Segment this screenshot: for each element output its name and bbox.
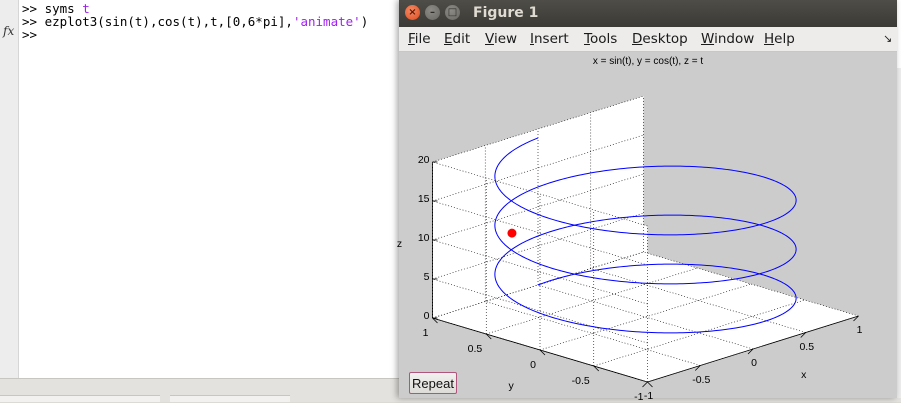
x-tick-label: 0.5 — [799, 340, 815, 353]
menu-tools[interactable]: Tools — [584, 31, 617, 47]
z-tick-label: 15 — [417, 193, 430, 205]
menu-bar: File Edit View Insert Tools Desktop Wind… — [399, 27, 897, 52]
x-tick-mark — [800, 332, 807, 338]
x-tick-label: 0 — [751, 357, 757, 369]
y-tick-label: 0.5 — [467, 343, 483, 355]
z-tick-label: 5 — [423, 271, 430, 283]
grid-line — [537, 284, 754, 350]
menu-window[interactable]: Window — [701, 31, 754, 47]
menu-edit[interactable]: Edit — [444, 31, 470, 47]
grid-line — [432, 95, 644, 163]
menu-file[interactable]: File — [408, 31, 431, 47]
grid-line — [486, 267, 698, 335]
y-tick-label: -1 — [634, 391, 644, 403]
title-bar[interactable]: × – □ Figure 1 — [399, 0, 897, 27]
menu-help[interactable]: Help — [764, 31, 795, 47]
plot-title: x = sin(t), y = cos(t), z = t — [592, 56, 704, 67]
menu-desktop[interactable]: Desktop — [632, 31, 688, 47]
command-keyword: t — [82, 1, 90, 16]
command-prompt: >> — [22, 14, 38, 29]
window-title: Figure 1 — [473, 5, 539, 21]
y-tick-mark — [485, 333, 492, 340]
menu-window-label: Window — [701, 31, 755, 47]
command-line: >> syms t — [22, 2, 90, 15]
repeat-button[interactable]: Repeat — [409, 372, 457, 394]
x-tick-mark — [642, 381, 648, 388]
x-tick-label: -0.5 — [692, 373, 711, 386]
z-tick-label: 10 — [417, 232, 430, 244]
y-tick-mark — [539, 349, 546, 356]
command-gutter: fx — [0, 0, 19, 378]
x-axis-label: x — [801, 369, 807, 382]
menu-tools-label: Tools — [584, 31, 618, 47]
minimize-button[interactable]: – — [425, 5, 440, 20]
grid-line — [590, 268, 806, 333]
fx-icon[interactable]: fx — [3, 24, 15, 38]
z-tick-label: 20 — [417, 154, 430, 166]
menu-desktop-label: Desktop — [632, 31, 688, 47]
command-prompt: >> — [22, 27, 38, 42]
y-tick-label: -0.5 — [571, 375, 590, 387]
x-tick-mark — [694, 365, 701, 371]
animation-marker — [507, 228, 517, 238]
menu-edit-label: Edit — [444, 31, 471, 47]
plot-canvas[interactable]: x = sin(t), y = cos(t), z = t Repeat -1-… — [397, 52, 897, 403]
y-tick-label: 1 — [422, 327, 429, 339]
grid-line — [593, 299, 805, 367]
menu-insert[interactable]: Insert — [530, 31, 569, 47]
y-tick-label: 0 — [530, 359, 536, 371]
menu-view-label: View — [485, 31, 518, 47]
close-button[interactable]: × — [405, 5, 420, 20]
grid-line — [432, 239, 648, 305]
grid-line — [432, 173, 644, 241]
z-axis-label: z — [396, 238, 403, 250]
x-tick-mark — [747, 348, 754, 355]
plot-3d[interactable] — [399, 52, 897, 398]
y-tick-mark — [647, 381, 653, 388]
maximize-button[interactable]: □ — [445, 5, 460, 20]
figure-window[interactable]: × – □ Figure 1 File Edit View Insert Too… — [397, 0, 897, 403]
dock-arrow-icon[interactable]: ↘ — [883, 32, 893, 45]
y-tick-mark — [432, 317, 438, 324]
command-prompt: >> — [22, 1, 38, 16]
grid-line — [485, 301, 701, 366]
background-window-edge — [893, 68, 901, 398]
grid-line — [432, 200, 648, 266]
menu-file-label: File — [408, 31, 431, 47]
command-text: ezplot3(sin(t),cos(t),t,[0,6*pi], — [44, 14, 293, 29]
command-string-arg: 'animate' — [292, 14, 361, 29]
grid-line — [432, 212, 644, 280]
menu-view[interactable]: View — [485, 31, 517, 47]
z-tick-label: 0 — [423, 310, 430, 322]
x-tick-mark — [853, 315, 859, 322]
y-tick-mark — [593, 365, 600, 372]
command-text: syms — [44, 1, 83, 16]
menu-insert-label: Insert — [530, 31, 569, 47]
grid-line — [432, 251, 644, 319]
x-tick-label: -1 — [643, 390, 654, 402]
y-axis-label: y — [508, 380, 514, 393]
helix-curve — [494, 137, 797, 334]
grid-line — [432, 278, 648, 344]
command-input-line[interactable]: >> — [22, 28, 37, 41]
grid-line — [539, 283, 752, 351]
grid-line — [643, 251, 859, 317]
command-line: >> ezplot3(sin(t),cos(t),t,[0,6*pi],'ani… — [22, 15, 368, 28]
menu-help-label: Help — [764, 31, 795, 47]
grid-line — [432, 161, 648, 227]
grid-line — [432, 134, 644, 202]
command-text: ) — [360, 14, 369, 29]
x-tick-label: 1 — [856, 324, 863, 336]
